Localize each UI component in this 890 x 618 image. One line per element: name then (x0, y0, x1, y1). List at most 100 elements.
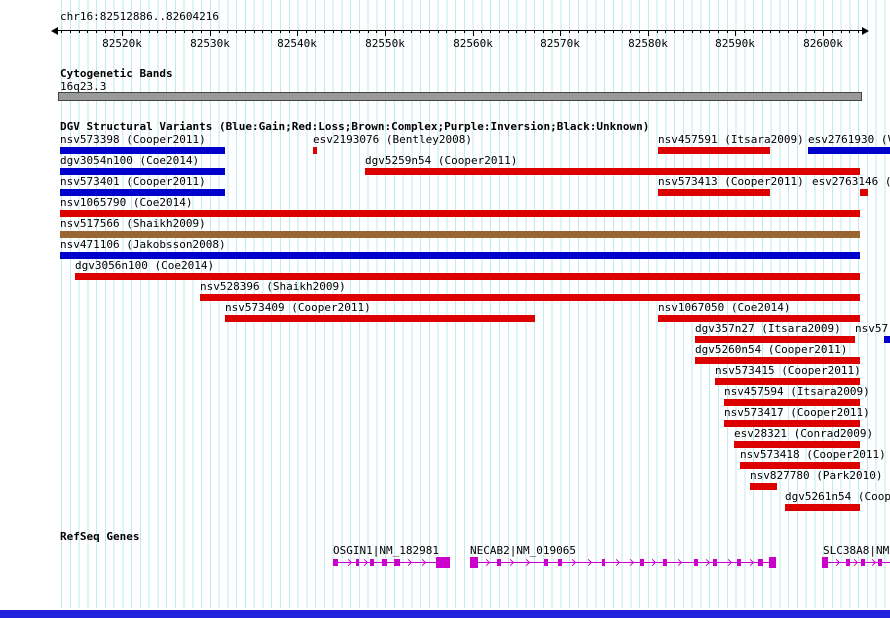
ruler-minor-tick (446, 30, 448, 33)
gene-exon[interactable] (822, 557, 828, 568)
variant-label[interactable]: nsv573413 (Cooper2011) (658, 175, 804, 188)
variant-bar[interactable] (724, 420, 860, 427)
variant-label[interactable]: dgv357n27 (Itsara2009) (695, 322, 841, 335)
variant-label[interactable]: dgv3054n100 (Coe2014) (60, 154, 200, 167)
gene-exon[interactable] (370, 559, 374, 566)
ruler-minor-tick (437, 30, 439, 33)
gene-exon[interactable] (758, 559, 763, 566)
variant-label[interactable]: nsv573398 (Cooper2011) (60, 133, 206, 146)
variant-bar[interactable] (60, 147, 225, 154)
variant-bar[interactable] (60, 189, 225, 196)
ruler-minor-tick (674, 30, 676, 33)
variant-bar[interactable] (60, 168, 225, 175)
ruler-minor-tick (840, 30, 842, 33)
ruler-minor-tick (455, 30, 457, 33)
variant-label[interactable]: esv2193076 (Bentley2008) (313, 133, 472, 146)
gene-label[interactable]: NECAB2|NM_019065 (470, 544, 576, 557)
gene-exon[interactable] (713, 559, 717, 566)
gene-exon[interactable] (846, 559, 850, 566)
ruler-minor-tick (595, 30, 597, 33)
variant-bar[interactable] (225, 315, 535, 322)
ruler-minor-tick (577, 30, 579, 33)
variant-label[interactable]: esv2763146 ( (812, 175, 890, 188)
variant-bar[interactable] (365, 168, 860, 175)
ruler-minor-tick (306, 30, 308, 33)
variant-bar[interactable] (60, 210, 860, 217)
ruler-major-tick (648, 30, 649, 36)
variant-bar[interactable] (734, 441, 860, 448)
ruler-minor-tick (78, 30, 80, 33)
variant-label[interactable]: dgv5261n54 (Coope (785, 490, 890, 503)
variant-label[interactable]: nsv57 (855, 322, 889, 335)
variant-bar[interactable] (724, 399, 860, 406)
gene-exon[interactable] (861, 559, 865, 566)
dgv-track-title: DGV Structural Variants (Blue:Gain;Red:L… (60, 120, 650, 133)
gene-label[interactable]: OSGIN1|NM_182981 (333, 544, 439, 557)
variant-bar[interactable] (715, 378, 860, 385)
variant-label[interactable]: nsv573409 (Cooper2011) (225, 301, 371, 314)
gene-exon[interactable] (356, 559, 359, 566)
variant-bar[interactable] (740, 462, 860, 469)
variant-bar[interactable] (785, 504, 860, 511)
variant-bar[interactable] (658, 315, 860, 322)
gene-exon[interactable] (436, 557, 450, 568)
variant-label[interactable]: nsv573401 (Cooper2011) (60, 175, 206, 188)
variant-bar[interactable] (695, 357, 860, 364)
ruler-minor-tick (218, 30, 220, 33)
gene-exon[interactable] (558, 559, 562, 566)
variant-label[interactable]: nsv517566 (Shaikh2009) (60, 217, 206, 230)
variant-label[interactable]: dgv3056n100 (Coe2014) (75, 259, 215, 272)
variant-bar[interactable] (808, 147, 890, 154)
gene-exon[interactable] (737, 559, 741, 566)
variant-bar[interactable] (695, 336, 855, 343)
gene-exon[interactable] (769, 557, 776, 568)
variant-label[interactable]: dgv5259n54 (Cooper2011) (365, 154, 518, 167)
gene-exon[interactable] (878, 559, 882, 566)
gene-exon[interactable] (333, 559, 338, 566)
gene-exon[interactable] (640, 559, 644, 566)
variant-bar[interactable] (75, 273, 860, 280)
variant-label[interactable]: nsv573417 (Cooper2011) (724, 406, 870, 419)
ruler-minor-tick (542, 30, 544, 33)
gene-exon[interactable] (470, 557, 478, 568)
variant-bar[interactable] (200, 294, 860, 301)
ruler-minor-tick (87, 30, 89, 33)
ruler-minor-tick (761, 30, 763, 33)
variant-label[interactable]: nsv827780 (Park2010) (750, 469, 883, 482)
variant-label[interactable]: nsv457594 (Itsara2009) (724, 385, 870, 398)
variant-bar[interactable] (658, 147, 770, 154)
variant-label[interactable]: esv2761930 (Vo (808, 133, 890, 146)
variant-bar[interactable] (860, 189, 868, 196)
variant-bar[interactable] (313, 147, 317, 154)
gene-exon[interactable] (544, 559, 548, 566)
variant-bar[interactable] (60, 231, 860, 238)
cytoband-bar[interactable] (58, 92, 862, 101)
variant-label[interactable]: nsv1065790 (Coe2014) (60, 196, 193, 209)
ruler-minor-tick (367, 30, 369, 33)
ruler-tick-label: 82570k (540, 37, 580, 50)
variant-label[interactable]: dgv5260n54 (Cooper2011) (695, 343, 848, 356)
gene-exon[interactable] (694, 559, 698, 566)
gene-exon[interactable] (663, 559, 667, 566)
variant-bar[interactable] (884, 336, 890, 343)
variant-bar[interactable] (750, 483, 777, 490)
variant-label[interactable]: nsv528396 (Shaikh2009) (200, 280, 346, 293)
ruler-minor-tick (481, 30, 483, 33)
variant-label[interactable]: nsv573415 (Cooper2011) (715, 364, 861, 377)
variant-label[interactable]: esv28321 (Conrad2009) (734, 427, 874, 440)
variant-label[interactable]: nsv1067050 (Coe2014) (658, 301, 791, 314)
ruler-minor-tick (279, 30, 281, 33)
variant-label[interactable]: nsv471106 (Jakobsson2008) (60, 238, 226, 251)
variant-label[interactable]: nsv457591 (Itsara2009) (658, 133, 804, 146)
gene-exon[interactable] (382, 559, 387, 566)
gene-exon[interactable] (497, 559, 501, 566)
variant-label[interactable]: nsv573418 (Cooper2011) (740, 448, 886, 461)
ruler-minor-tick (236, 30, 238, 33)
variant-bar[interactable] (60, 252, 860, 259)
ruler-minor-tick (490, 30, 492, 33)
ruler-minor-tick (516, 30, 518, 33)
variant-bar[interactable] (658, 189, 770, 196)
gene-exon[interactable] (394, 559, 400, 566)
gene-exon[interactable] (602, 559, 605, 566)
gene-label[interactable]: SLC38A8|NM (823, 544, 890, 557)
